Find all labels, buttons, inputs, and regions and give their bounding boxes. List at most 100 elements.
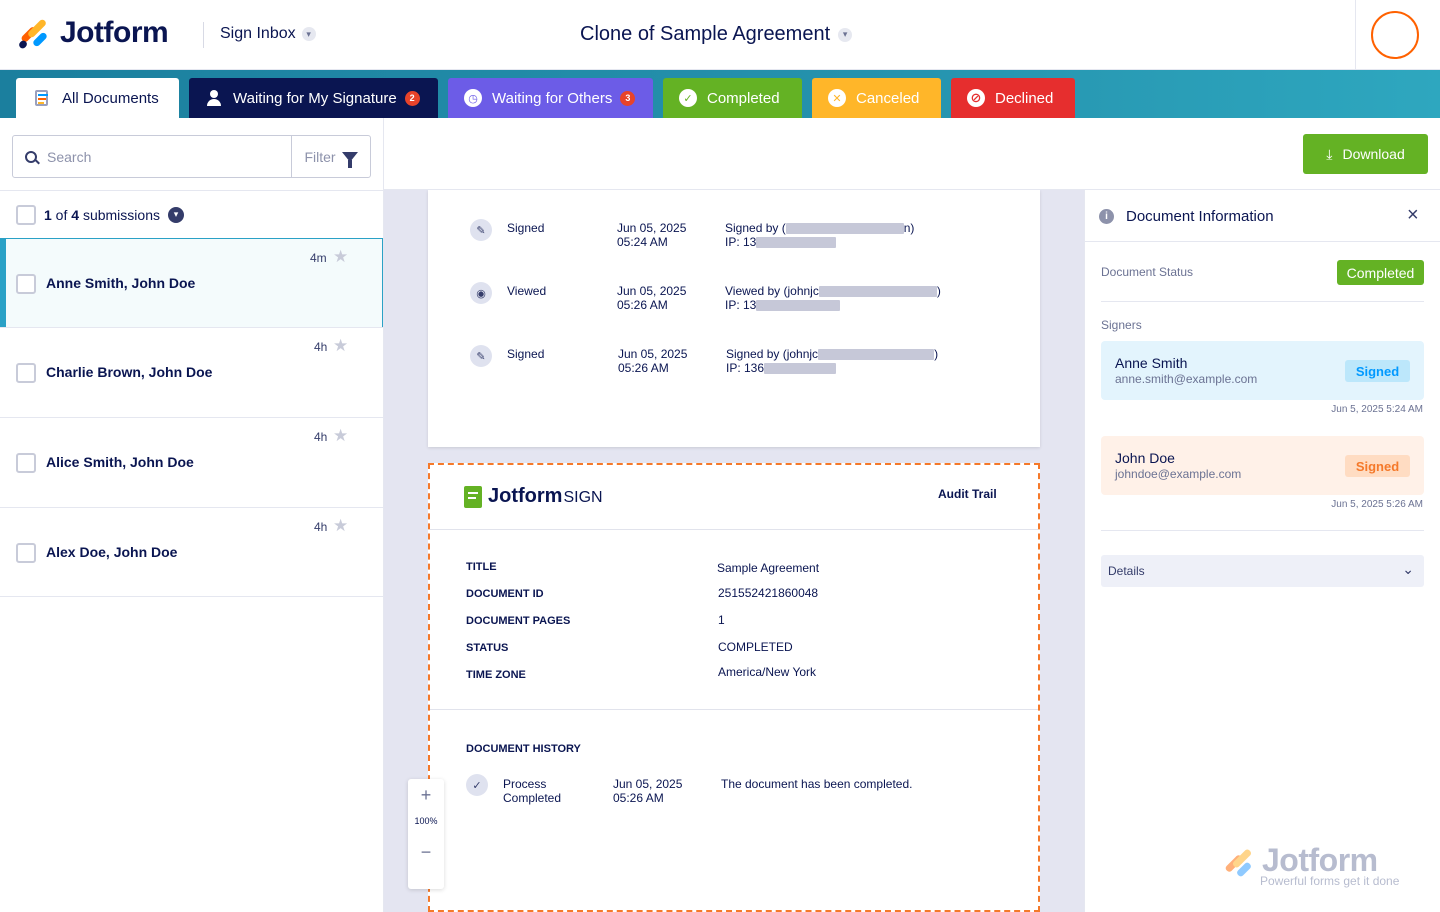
signer-card[interactable]: John Doe johndoe@example.com Signed	[1101, 436, 1424, 495]
star-icon[interactable]: ★	[333, 336, 349, 355]
divider	[1101, 530, 1424, 531]
history-detail: Viewed by (johnjc) IP: 13	[725, 284, 941, 312]
audit-brand-sign: SIGN	[563, 489, 603, 506]
panel-header: i Document Information ×	[1085, 190, 1440, 242]
star-icon[interactable]: ★	[333, 516, 349, 535]
field-label: DOCUMENT ID	[466, 588, 544, 600]
signer-names: Alex Doe, John Doe	[46, 544, 178, 560]
status-tab-bar: All Documents Waiting for My Signature 2…	[0, 70, 1440, 118]
star-icon[interactable]: ★	[333, 426, 349, 445]
search-icon	[25, 150, 40, 164]
count-badge: 3	[620, 90, 636, 106]
chevron-down-icon[interactable]: ▾	[167, 206, 184, 223]
close-icon[interactable]: ×	[1407, 204, 1419, 226]
user-avatar[interactable]	[1371, 11, 1419, 59]
header-divider	[203, 22, 204, 48]
signer-timestamp: Jun 5, 2025 5:26 AM	[1331, 499, 1423, 510]
history-date: Jun 05, 2025 05:26 AM	[613, 777, 683, 805]
filter-button[interactable]: Filter	[292, 136, 370, 177]
signer-names: Alice Smith, John Doe	[46, 454, 194, 470]
panel-title: Document Information	[1126, 208, 1274, 225]
ban-icon: ⊘	[967, 89, 985, 107]
divider	[1101, 301, 1424, 302]
field-label: STATUS	[466, 642, 509, 654]
signer-names: Charlie Brown, John Doe	[46, 364, 213, 380]
signer-timestamp: Jun 5, 2025 5:24 AM	[1331, 404, 1423, 415]
documents-icon	[32, 88, 52, 108]
audit-trail-heading: Audit Trail	[938, 487, 997, 501]
document-logo-icon	[464, 485, 482, 508]
tab-completed[interactable]: ✓ Completed	[663, 78, 802, 118]
tab-label: Waiting for My Signature	[233, 89, 397, 107]
watermark-logo-icon	[1222, 846, 1256, 880]
submission-count-bar: 1 of 4 submissions ▾	[0, 190, 384, 238]
zoom-in-button[interactable]: +	[420, 785, 432, 805]
search-input[interactable]: Search	[13, 136, 292, 177]
tab-label: All Documents	[62, 89, 159, 107]
tab-canceled[interactable]: ✕ Canceled	[812, 78, 941, 118]
select-all-checkbox[interactable]	[16, 204, 36, 225]
row-checkbox[interactable]	[16, 543, 36, 563]
divider	[430, 529, 1038, 530]
document-history-heading: DOCUMENT HISTORY	[466, 743, 581, 755]
history-action: Signed	[507, 347, 545, 361]
watermark-brand: Jotform	[1262, 842, 1378, 878]
document-title-selector[interactable]: Clone of Sample Agreement ▾	[580, 23, 853, 46]
signer-email: johndoe@example.com	[1115, 467, 1242, 481]
submission-age: 4m	[310, 251, 327, 265]
details-label: Details	[1108, 564, 1145, 578]
inbox-label: Sign Inbox	[220, 25, 296, 42]
history-action: Viewed	[507, 284, 547, 298]
signer-card[interactable]: Anne Smith anne.smith@example.com Signed	[1101, 341, 1424, 400]
zoom-out-button[interactable]: −	[420, 842, 432, 862]
submission-count: 1 of 4 submissions	[44, 206, 160, 223]
pen-icon: ✎	[470, 219, 492, 241]
field-value: 1	[718, 613, 725, 627]
star-icon[interactable]: ★	[333, 247, 349, 266]
tab-declined[interactable]: ⊘ Declined	[951, 78, 1075, 118]
signer-name: John Doe	[1115, 450, 1175, 466]
tab-label: Completed	[707, 89, 780, 107]
history-date: Jun 05, 2025 05:26 AM	[618, 347, 688, 375]
download-icon: ⤓	[1326, 145, 1333, 162]
document-status-label: Document Status	[1101, 265, 1194, 279]
account-area	[1355, 0, 1440, 70]
audit-trail-page[interactable]: Jotform SIGN Audit Trail TITLE Sample Ag…	[428, 463, 1040, 912]
chevron-down-icon: ⌄	[1402, 561, 1414, 577]
details-accordion[interactable]: Details ⌄	[1101, 555, 1424, 587]
watermark-tagline: Powerful forms get it done	[1260, 874, 1400, 888]
check-circle-icon: ✓	[679, 89, 697, 107]
document-viewer[interactable]: ✎ Signed Jun 05, 2025 05:24 AM Signed by …	[384, 190, 1084, 912]
submission-row[interactable]: Alice Smith, John Doe 4h ★	[0, 417, 384, 507]
row-checkbox[interactable]	[16, 363, 36, 383]
submission-row[interactable]: Anne Smith, John Doe 4m ★	[0, 238, 383, 328]
submission-age: 4h	[314, 520, 328, 534]
row-checkbox[interactable]	[16, 453, 36, 473]
submission-age: 4h	[314, 340, 328, 354]
jotform-logo[interactable]: Jotform	[17, 16, 169, 50]
row-checkbox[interactable]	[16, 274, 36, 294]
document-status-badge: Completed	[1337, 260, 1424, 285]
history-action: Process Completed	[503, 777, 562, 805]
zoom-control: + 100% −	[408, 779, 444, 889]
download-button[interactable]: ⤓ Download	[1303, 134, 1428, 174]
filter-label: Filter	[304, 148, 336, 165]
submission-row[interactable]: Charlie Brown, John Doe 4h ★	[0, 327, 384, 417]
submission-row[interactable]: Alex Doe, John Doe 4h ★	[0, 507, 384, 597]
inbox-selector[interactable]: Sign Inbox ▾	[220, 25, 316, 43]
history-date: Jun 05, 2025 05:24 AM	[617, 221, 687, 249]
tab-waiting-for-my-signature[interactable]: Waiting for My Signature 2	[189, 78, 438, 118]
document-info-panel: i Document Information × Document Status…	[1084, 190, 1440, 912]
tab-label: Declined	[995, 89, 1054, 107]
tab-all-documents[interactable]: All Documents	[16, 78, 179, 118]
search-bar: Search Filter	[12, 135, 371, 178]
document-page: ✎ Signed Jun 05, 2025 05:24 AM Signed by …	[428, 190, 1040, 447]
check-icon: ✓	[466, 774, 488, 796]
count-badge: 2	[404, 90, 420, 106]
field-value: 251552421860048	[718, 586, 819, 600]
signers-label: Signers	[1101, 318, 1142, 332]
submissions-sidebar: Search Filter 1 of 4 submissions ▾ Anne …	[0, 118, 384, 912]
jotform-logo-icon	[17, 17, 50, 50]
tab-waiting-for-others[interactable]: ◷ Waiting for Others 3	[448, 78, 653, 118]
x-circle-icon: ✕	[828, 89, 846, 107]
